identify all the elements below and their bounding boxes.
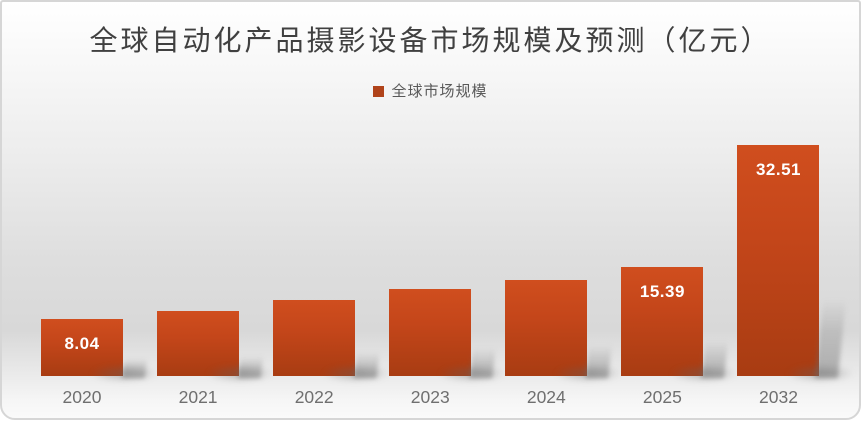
bar-2024 xyxy=(505,280,588,376)
legend-marker-icon xyxy=(373,86,385,97)
chart-title: 全球自动化产品摄影设备市场规模及预测（亿元） xyxy=(89,26,772,57)
bar-2020: 8.04 xyxy=(41,319,123,376)
x-axis-label: 2025 xyxy=(642,387,682,407)
x-axis-label: 2023 xyxy=(410,387,450,407)
bar-value-label: 15.39 xyxy=(639,282,685,301)
x-axis-label: 2020 xyxy=(62,387,102,407)
bar-2023 xyxy=(389,289,472,376)
bar-2021 xyxy=(157,311,240,376)
x-axis-label: 2024 xyxy=(526,387,566,407)
legend-label: 全球市场规模 xyxy=(391,84,488,100)
x-axis-label: 2032 xyxy=(759,387,798,407)
bar-2032: 32.51 xyxy=(737,145,820,376)
x-axis-label: 2021 xyxy=(178,387,218,407)
bar-value-label: 8.04 xyxy=(64,334,100,353)
x-axis-label: 2022 xyxy=(294,387,334,407)
bar-2025: 15.39 xyxy=(621,267,704,376)
bar-2022 xyxy=(273,300,356,376)
bar-value-label: 32.51 xyxy=(755,160,801,179)
legend: 全球市场规模 xyxy=(0,80,861,101)
